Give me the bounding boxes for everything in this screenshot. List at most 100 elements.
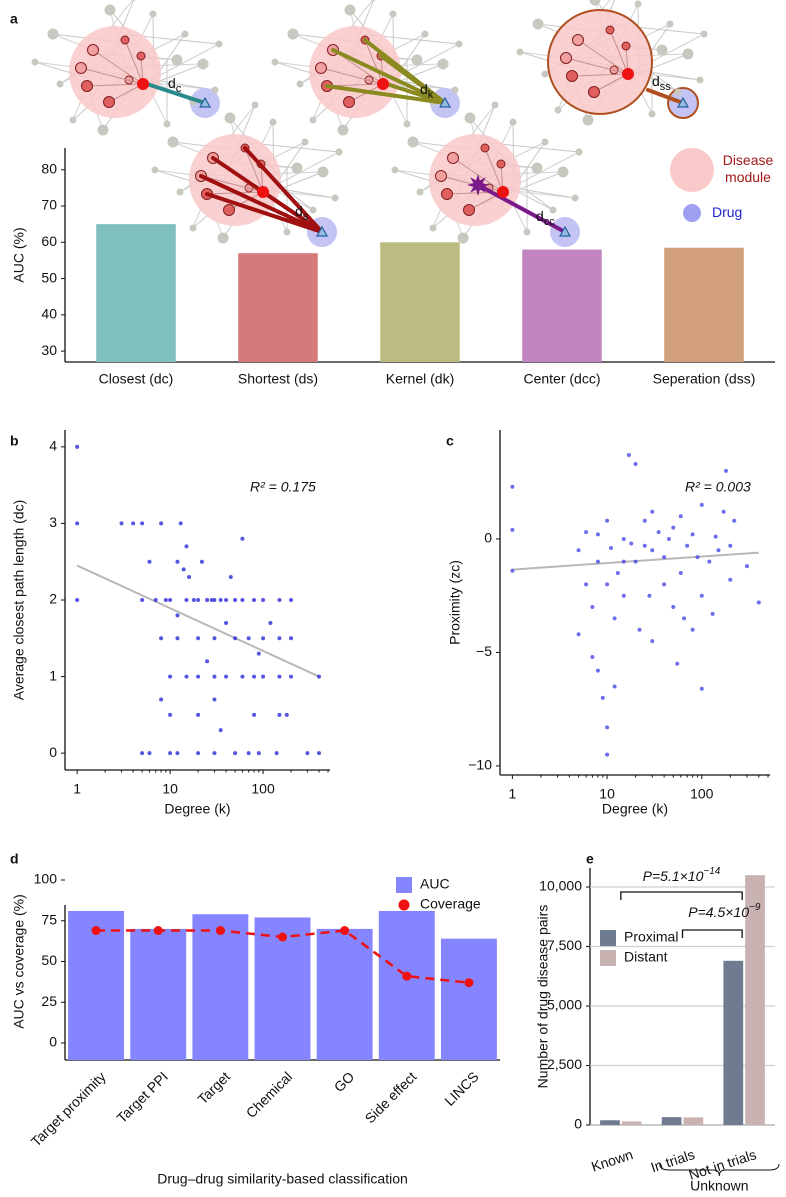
network-node bbox=[56, 80, 64, 88]
scatter-point bbox=[277, 712, 282, 717]
legend-swatch bbox=[670, 148, 714, 192]
scatter-point bbox=[233, 598, 238, 602]
bar bbox=[316, 928, 373, 1060]
scatter-point bbox=[240, 598, 245, 602]
scatter-point bbox=[119, 521, 124, 526]
legend-swatch bbox=[600, 950, 616, 966]
scatter-point bbox=[690, 627, 695, 632]
x-tick-label: Target proximity bbox=[28, 1068, 109, 1149]
scatter-point bbox=[656, 530, 661, 535]
module-node bbox=[343, 96, 355, 108]
scatter-point bbox=[277, 674, 282, 679]
x-tick-label: Seperation (dss) bbox=[653, 371, 756, 387]
scatter-point bbox=[196, 598, 201, 602]
network-node bbox=[541, 70, 549, 78]
module-node bbox=[588, 86, 600, 98]
network-node bbox=[197, 58, 209, 70]
y-tick-label: 100 bbox=[34, 871, 58, 887]
scatter-point bbox=[642, 543, 647, 548]
x-tick-label: GO bbox=[331, 1068, 358, 1095]
network-node bbox=[451, 86, 459, 94]
network-node bbox=[344, 4, 356, 16]
bar bbox=[96, 224, 176, 362]
scatter-point bbox=[153, 598, 158, 602]
network-node bbox=[457, 232, 469, 244]
scatter-point bbox=[175, 559, 180, 564]
scatter-point bbox=[699, 593, 704, 598]
p-value-exponent: −14 bbox=[703, 866, 720, 877]
module-node bbox=[605, 25, 615, 35]
hub-node bbox=[497, 186, 509, 198]
x-tick-label: 100 bbox=[690, 786, 714, 802]
y-tick-label: 80 bbox=[41, 160, 57, 176]
scatter-point bbox=[732, 518, 737, 523]
distance-label: dss bbox=[652, 73, 671, 93]
x-tick-label: 1 bbox=[73, 781, 81, 797]
bar bbox=[380, 242, 460, 362]
network-node bbox=[269, 118, 277, 126]
scatter-point bbox=[209, 598, 214, 602]
p-value: P=5.1×10−14 bbox=[643, 866, 721, 884]
y-axis-label: Number of drug disease pairs bbox=[535, 905, 551, 1089]
scatter-point bbox=[609, 546, 614, 551]
y-axis-label: Proximity (zc) bbox=[447, 560, 463, 645]
drug-node bbox=[438, 96, 452, 108]
scatter-point bbox=[600, 695, 605, 700]
legend-label: Drug bbox=[712, 204, 743, 220]
network-edge bbox=[565, 57, 629, 75]
scatter-point bbox=[147, 751, 152, 756]
network-node bbox=[251, 101, 259, 109]
distance-path bbox=[243, 146, 324, 234]
network-node bbox=[531, 162, 543, 174]
scatter-point bbox=[584, 530, 589, 535]
drug-node bbox=[558, 225, 572, 237]
scatter-point bbox=[605, 725, 610, 730]
network-edge bbox=[228, 191, 264, 211]
network-edge bbox=[364, 39, 384, 85]
panel-label: b bbox=[10, 433, 19, 449]
scatter-point bbox=[695, 555, 700, 560]
x-tick-label: Closest (dc) bbox=[99, 371, 174, 387]
network-node bbox=[217, 232, 229, 244]
scatter-point bbox=[175, 636, 180, 641]
distance-symbol: d bbox=[168, 75, 176, 91]
p-value-text: P=4.5×10 bbox=[688, 904, 749, 920]
network-node bbox=[283, 228, 291, 236]
fit-line bbox=[76, 564, 320, 678]
module-node bbox=[87, 44, 99, 56]
network-node bbox=[337, 124, 349, 136]
scatter-point bbox=[633, 559, 638, 564]
scatter-point bbox=[233, 636, 238, 641]
module-node bbox=[621, 41, 631, 51]
scatter-point bbox=[175, 613, 180, 618]
scatter-point bbox=[246, 636, 251, 641]
hub-node bbox=[257, 186, 269, 198]
scatter-point bbox=[140, 598, 145, 602]
scatter-point bbox=[637, 627, 642, 632]
scatter-point bbox=[756, 600, 761, 605]
scatter-point bbox=[650, 548, 655, 553]
network-node bbox=[296, 80, 304, 88]
distance-path bbox=[476, 183, 567, 234]
scatter-point bbox=[163, 598, 168, 602]
scatter-point bbox=[140, 751, 145, 756]
scatter-point bbox=[196, 636, 201, 641]
drug-node bbox=[198, 96, 212, 108]
y-tick-label: 10,000 bbox=[539, 878, 582, 894]
y-tick-label: 2 bbox=[49, 591, 57, 607]
coverage-point bbox=[340, 926, 350, 936]
module-node bbox=[441, 188, 453, 200]
network-node bbox=[464, 112, 476, 124]
y-axis-label: AUC vs coverage (%) bbox=[11, 894, 27, 1029]
network-edge bbox=[593, 73, 629, 93]
scatter-point bbox=[240, 674, 245, 679]
scatter-point bbox=[196, 751, 201, 756]
network-node bbox=[523, 228, 531, 236]
scatter-point bbox=[246, 751, 251, 756]
scatter-point bbox=[159, 521, 164, 526]
scatter-point bbox=[199, 559, 204, 564]
x-tick-label: Shortest (ds) bbox=[238, 371, 318, 387]
module-node bbox=[566, 70, 578, 82]
scatter-point bbox=[605, 518, 610, 523]
